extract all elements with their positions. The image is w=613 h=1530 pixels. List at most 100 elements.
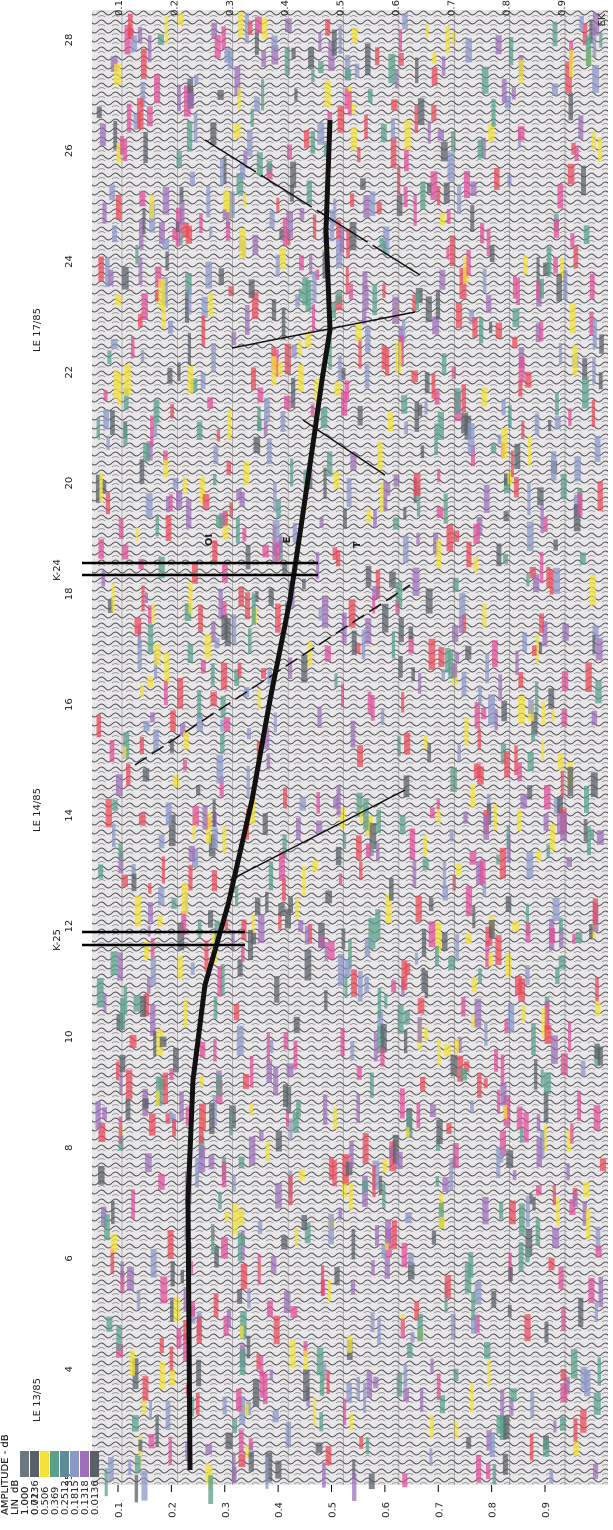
time-tick-label: 0.2: [167, 1502, 178, 1518]
streak: [110, 951, 118, 976]
streak: [316, 820, 323, 835]
streak: [516, 277, 520, 306]
streak: [452, 577, 459, 592]
streak: [238, 1208, 245, 1226]
streak: [514, 443, 521, 470]
streak: [338, 873, 343, 886]
streak: [518, 380, 523, 397]
streak: [279, 228, 285, 240]
streak: [248, 1452, 254, 1472]
streak: [123, 426, 128, 446]
streak: [501, 78, 507, 103]
streak: [308, 641, 313, 667]
streak: [414, 104, 419, 134]
streak: [216, 429, 221, 442]
streak: [580, 1367, 588, 1390]
streak: [562, 623, 569, 641]
streak: [565, 61, 572, 93]
streak: [340, 1027, 345, 1057]
streak: [409, 828, 416, 860]
streak: [427, 742, 432, 763]
streak: [236, 173, 244, 195]
streak: [138, 257, 143, 286]
streak: [483, 814, 490, 841]
streak: [238, 586, 244, 607]
streak: [182, 476, 187, 494]
streak: [498, 674, 503, 701]
streak: [417, 1313, 423, 1342]
streak: [315, 552, 320, 580]
streak: [465, 933, 472, 944]
streak: [356, 792, 363, 818]
streak: [569, 304, 576, 334]
streak: [212, 473, 217, 486]
streak: [224, 48, 231, 63]
streak: [278, 912, 282, 931]
streak: [222, 826, 227, 854]
streak: [437, 412, 444, 440]
streak: [179, 186, 184, 203]
streak: [247, 929, 254, 961]
streak: [195, 1392, 200, 1415]
streak: [546, 246, 552, 276]
streak: [510, 450, 514, 478]
streak: [165, 1113, 170, 1124]
shot-point-label: 6: [64, 1255, 75, 1261]
streak: [176, 150, 182, 169]
streak: [486, 1430, 492, 1451]
streak: [147, 676, 154, 688]
streak: [414, 401, 420, 432]
streak: [112, 225, 117, 243]
streak: [519, 1128, 524, 1143]
streak: [263, 421, 268, 437]
streak: [350, 1041, 355, 1061]
streak: [496, 854, 500, 865]
streak: [453, 530, 460, 542]
streak: [240, 1325, 244, 1339]
streak: [404, 1010, 410, 1025]
streak: [370, 1312, 375, 1333]
streak: [458, 616, 464, 633]
streak: [120, 1270, 125, 1293]
streak: [120, 997, 126, 1030]
streak: [298, 1169, 305, 1181]
streak: [551, 710, 555, 722]
time-tick-label: 0.7: [434, 1502, 445, 1518]
streak: [251, 291, 259, 319]
streak: [234, 669, 240, 686]
streak: [165, 802, 172, 826]
streak: [318, 60, 324, 74]
streak: [384, 993, 388, 1009]
streak: [334, 381, 341, 396]
streak: [462, 256, 469, 284]
streak: [220, 719, 224, 733]
streak: [290, 1339, 296, 1369]
streak: [403, 1029, 408, 1054]
streak: [277, 361, 283, 376]
streak: [365, 843, 371, 857]
streak: [337, 106, 345, 133]
streak: [535, 634, 539, 663]
shot-point-label: 20: [64, 477, 75, 490]
streak: [272, 520, 280, 549]
streak: [321, 935, 325, 947]
streak: [140, 48, 147, 79]
streak: [503, 553, 508, 565]
streak: [525, 1195, 530, 1228]
streak: [265, 1452, 273, 1482]
streak: [141, 293, 148, 320]
streak: [142, 1376, 149, 1401]
streak: [172, 774, 180, 788]
streak: [135, 244, 139, 265]
streak: [461, 996, 466, 1017]
streak: [550, 823, 556, 851]
streak: [522, 632, 528, 652]
streak: [170, 710, 176, 732]
streak: [598, 137, 603, 163]
streak: [151, 603, 155, 623]
streak: [364, 976, 369, 993]
streak: [548, 419, 552, 432]
streak: [148, 1113, 156, 1136]
streak: [365, 1437, 370, 1455]
streak: [344, 88, 349, 109]
